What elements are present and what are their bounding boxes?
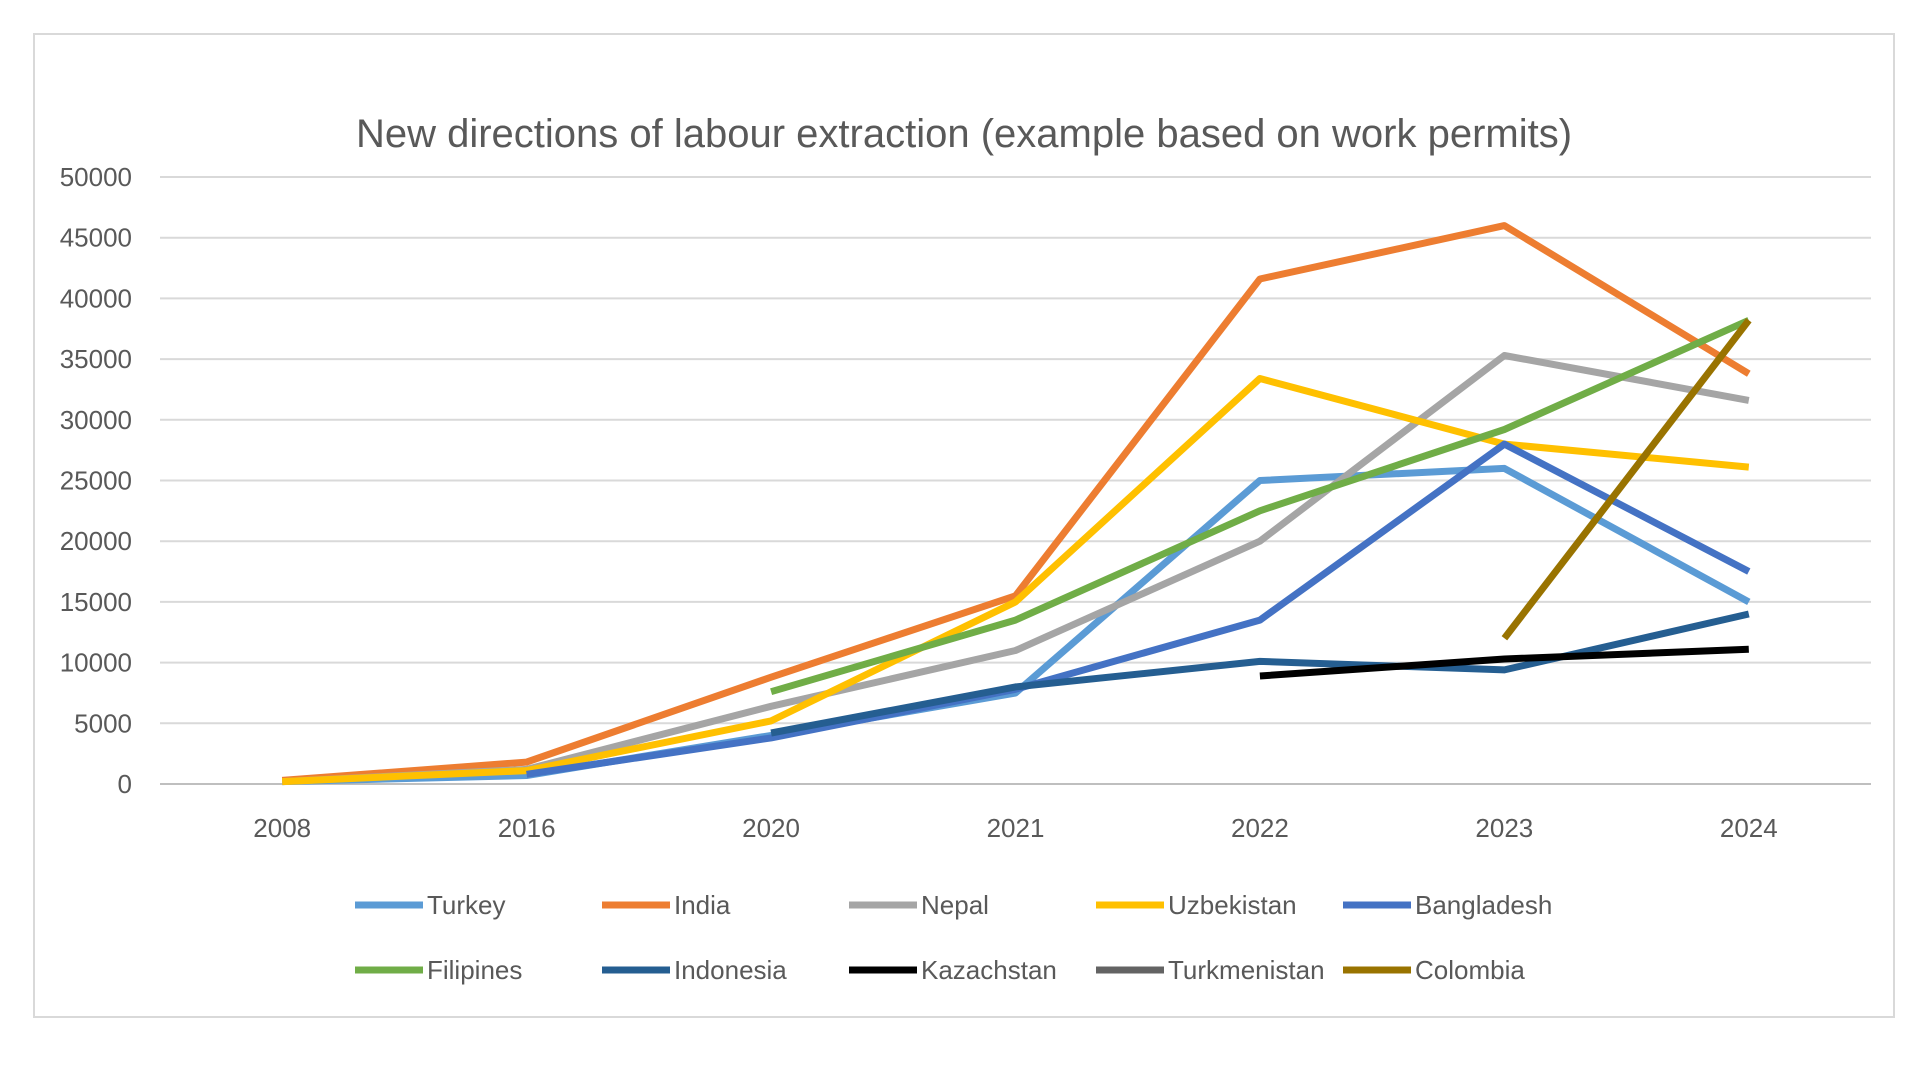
legend-label: Nepal [921,890,989,920]
legend-item-filipines: Filipines [355,955,522,985]
legend-item-bangladesh: Bangladesh [1343,890,1552,920]
chart-title: New directions of labour extraction (exa… [356,112,1572,156]
series-line [770,610,1750,737]
legend-label: Indonesia [674,955,787,985]
y-tick-label: 35000 [60,344,132,374]
legend-label: Colombia [1415,955,1525,985]
series-indonesia [770,610,1750,737]
legend-item-indonesia: Indonesia [602,955,787,985]
y-tick-label: 50000 [60,162,132,192]
series-bangladesh [526,440,1751,778]
series-line [1259,645,1749,680]
series-india [281,222,1751,784]
series-line [526,440,1751,778]
legend-label: Bangladesh [1415,890,1552,920]
legend-item-kazachstan: Kazachstan [849,955,1057,985]
y-tick-label: 10000 [60,648,132,678]
y-tick-label: 0 [118,769,132,799]
y-tick-label: 40000 [60,283,132,313]
legend-label: Kazachstan [921,955,1057,985]
series-line [282,375,1750,786]
series-turkey [282,464,1751,786]
legend-item-india: India [602,890,731,920]
legend-label: India [674,890,731,920]
legend-item-uzbekistan: Uzbekistan [1096,890,1297,920]
legend-item-colombia: Colombia [1343,955,1525,985]
x-tick-label: 2021 [987,813,1045,843]
chart-frame: New directions of labour extraction (exa… [33,33,1895,1018]
series-uzbekistan [282,375,1750,786]
y-tick-label: 20000 [60,526,132,556]
x-tick-label: 2020 [742,813,800,843]
legend-item-turkey: Turkey [355,890,506,920]
x-axis: 2008 2016 2020 2021 2022 2023 2024 [253,813,1777,843]
series-line [1501,318,1752,641]
y-tick-label: 5000 [74,708,132,738]
legend-label: Turkmenistan [1168,955,1325,985]
series-line [281,222,1751,784]
series-line [770,317,1751,696]
y-tick-label: 25000 [60,466,132,496]
series-colombia [1501,318,1752,641]
x-tick-label: 2024 [1720,813,1778,843]
legend-item-turkmenistan: Turkmenistan [1096,955,1325,985]
x-tick-label: 2016 [498,813,556,843]
legend-label: Uzbekistan [1168,890,1297,920]
x-tick-label: 2008 [253,813,311,843]
x-tick-label: 2022 [1231,813,1289,843]
series-kazachstan [1259,645,1749,680]
x-tick-label: 2023 [1475,813,1533,843]
series-filipines [770,317,1751,696]
series-lines [281,222,1752,786]
y-tick-label: 45000 [60,223,132,253]
line-chart: New directions of labour extraction (exa… [60,112,1871,985]
y-tick-label: 15000 [60,587,132,617]
legend-label: Filipines [427,955,522,985]
y-tick-label: 30000 [60,405,132,435]
legend: Turkey India Nepal Uzbekistan Bangladesh Fili… [355,890,1552,985]
y-axis: 0 5000 10000 15000 20000 25000 30000 35000 40000… [60,162,132,799]
legend-label: Turkey [427,890,506,920]
series-line [282,464,1751,786]
legend-item-nepal: Nepal [849,890,989,920]
gridlines [160,176,1871,785]
